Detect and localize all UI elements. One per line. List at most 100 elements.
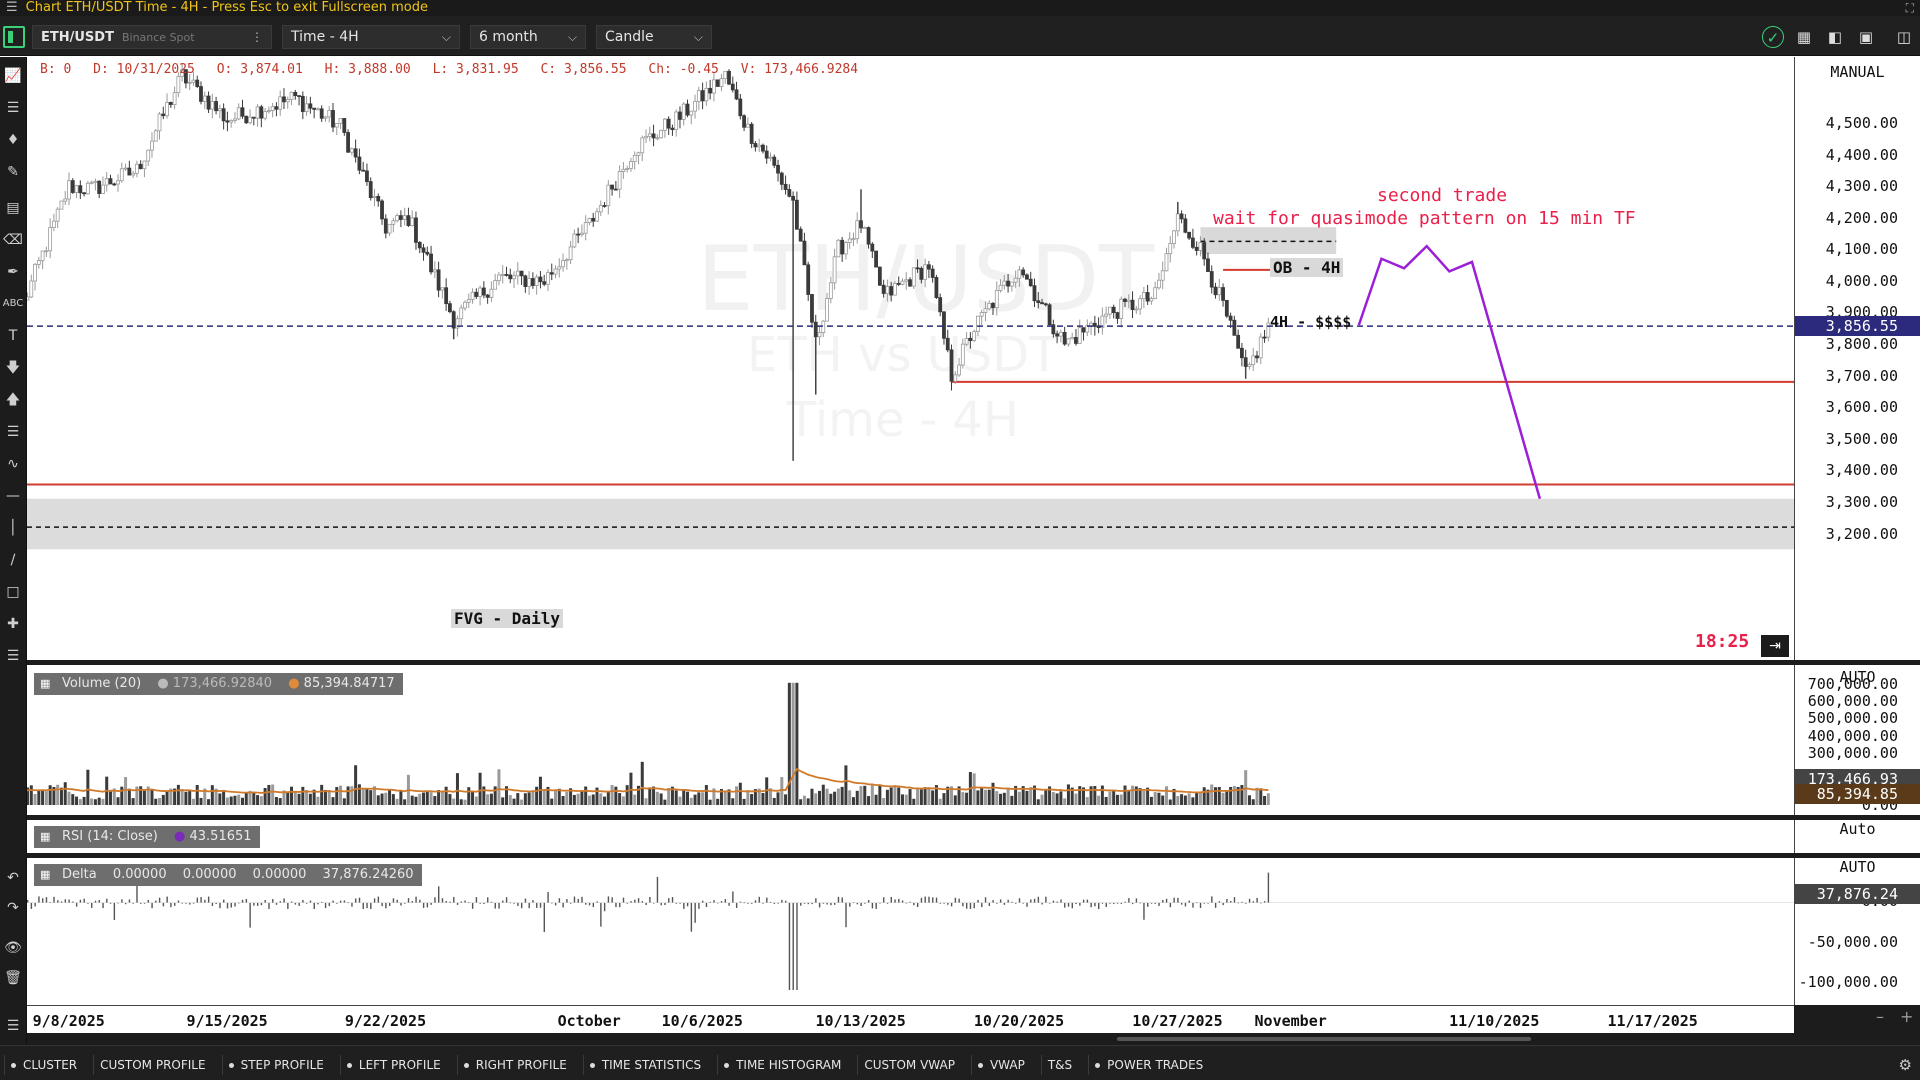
vertical-line-icon[interactable]: │: [8, 520, 18, 536]
price-chart-pane[interactable]: ETH/USDT ETH vs USDT Time - 4H B: 0 D: 1…: [27, 57, 1794, 660]
zoom-out-icon[interactable]: –: [1876, 1007, 1884, 1026]
candle-body: [342, 118, 347, 133]
pattern-icon[interactable]: ∿: [7, 456, 19, 472]
chart-type-select[interactable]: Candle ⌵: [596, 25, 712, 49]
pane-splitter[interactable]: [27, 853, 1920, 858]
time-axis[interactable]: 9/8/2025 9/15/2025 9/22/2025 October 10/6/20…: [27, 1005, 1794, 1033]
delete-trash-icon[interactable]: 🗑: [4, 970, 22, 986]
quasimode-note[interactable]: wait for quasimode pattern on 15 min TF: [1213, 208, 1636, 229]
indicator-settings-icon[interactable]: ▦: [40, 868, 51, 881]
indicators-icon[interactable]: 📈: [4, 68, 22, 84]
alert-bell-icon[interactable]: ♦: [6, 132, 20, 148]
text-tool-icon[interactable]: T: [8, 328, 18, 344]
liquidity-4h-label[interactable]: 4H - $$$$: [1270, 313, 1352, 331]
volume-bar: [142, 790, 146, 805]
bottom-tab[interactable]: CLUSTER: [4, 1055, 83, 1075]
brush-icon[interactable]: ✒: [7, 264, 19, 280]
delta-bar: [136, 877, 138, 903]
zoom-in-icon[interactable]: +: [1900, 1007, 1914, 1026]
horizontal-line-icon[interactable]: —: [6, 488, 20, 504]
bottom-tab[interactable]: STEP PROFILE: [221, 1055, 330, 1075]
redo-icon[interactable]: ↷: [7, 900, 19, 916]
status-dot-icon: [589, 1063, 595, 1068]
connection-status-icon[interactable]: ✓: [1762, 26, 1784, 48]
time-scrollbar[interactable]: [27, 1033, 1920, 1045]
bottom-tab[interactable]: TIME HISTOGRAM: [717, 1055, 847, 1075]
price-chart-svg[interactable]: [27, 57, 1794, 660]
panel-toggle-icon[interactable]: [3, 26, 25, 48]
rsi-legend[interactable]: ▦ RSI (14: Close) ● 43.51651: [34, 826, 260, 848]
delta-bar: [562, 902, 564, 908]
bottom-tab[interactable]: RIGHT PROFILE: [456, 1055, 573, 1075]
candle-body: [949, 349, 954, 382]
ob-4h-label[interactable]: OB - 4H: [1270, 258, 1344, 277]
candle-body: [723, 70, 728, 79]
trend-line-icon[interactable]: ∕: [10, 552, 16, 568]
rsi-axis-mode[interactable]: Auto: [1839, 820, 1876, 838]
delta-bar: [1071, 902, 1073, 909]
delta-bar: [739, 901, 742, 903]
bottom-tab[interactable]: T&S: [1040, 1055, 1078, 1075]
delta-bar: [1101, 902, 1104, 904]
delta-bar: [1154, 902, 1156, 904]
candle-body: [893, 283, 897, 296]
layers-icon[interactable]: ☰: [6, 100, 20, 116]
rsi-axis[interactable]: Auto: [1794, 820, 1920, 853]
delta-bar: [634, 899, 636, 903]
bottom-tab[interactable]: LEFT PROFILE: [339, 1055, 447, 1075]
scroll-to-latest-icon[interactable]: ⇥: [1761, 635, 1789, 657]
range-select[interactable]: 6 month ⌵: [470, 25, 586, 49]
pane-splitter[interactable]: [27, 815, 1920, 820]
measure-icon[interactable]: ✚: [7, 616, 19, 632]
gear-icon[interactable]: ⚙: [1898, 1056, 1912, 1074]
timeframe-select[interactable]: Time - 4H ⌵: [282, 25, 460, 49]
text-abc-icon[interactable]: ABC: [2, 298, 24, 309]
edit-icon[interactable]: ✎: [7, 164, 19, 180]
delta-axis-mode[interactable]: AUTO: [1839, 858, 1876, 876]
template-list-icon[interactable]: ☰: [6, 648, 20, 664]
bottom-tab[interactable]: TIME STATISTICS: [582, 1055, 707, 1075]
indicator-settings-icon[interactable]: ▦: [40, 830, 51, 843]
fibonacci-icon[interactable]: ☰: [6, 424, 20, 440]
bottom-tab[interactable]: POWER TRADES: [1088, 1055, 1209, 1075]
sidebar-toggle-icon[interactable]: ◫: [1896, 28, 1912, 46]
fvg-daily-label[interactable]: FVG - Daily: [451, 609, 563, 628]
price-axis[interactable]: MANUAL 4,500.00 4,400.00 4,300.00 4,200.00 4…: [1794, 57, 1920, 660]
volume-legend[interactable]: ▦ Volume (20) ● 173,466.92840 ● 85,394.8…: [34, 673, 403, 695]
visibility-eye-icon[interactable]: 👁: [4, 940, 22, 956]
candle-body: [1092, 322, 1097, 327]
symbol-menu-icon[interactable]: ⋮: [251, 30, 263, 44]
delta-axis[interactable]: AUTO 0.00 37,876.24 -50,000.00-100,000.0…: [1794, 858, 1920, 1005]
horizontal-range-icon[interactable]: ▤: [6, 200, 20, 216]
bottom-tab[interactable]: CUSTOM PROFILE: [93, 1055, 211, 1075]
pane-splitter[interactable]: [27, 660, 1920, 665]
delta-bar: [637, 898, 640, 903]
delta-pane[interactable]: ▦ Delta 0.00000 0.00000 0.00000 37,876.2…: [27, 858, 1794, 1005]
exit-fullscreen-icon[interactable]: ⛶: [1905, 1, 1914, 15]
eraser-icon[interactable]: ⌫: [3, 232, 23, 248]
scrollbar-thumb[interactable]: [1117, 1037, 1531, 1041]
list-menu-icon[interactable]: ☰: [6, 1018, 20, 1034]
mouse-mode-icon[interactable]: ◧: [1827, 28, 1843, 46]
grid-layout-icon[interactable]: ▦: [1796, 28, 1812, 46]
volume-bar: [802, 795, 806, 805]
volume-axis[interactable]: AUTO 700,000.00 600,000.00 500,000.00 400,0…: [1794, 665, 1920, 815]
bottom-tab[interactable]: CUSTOM VWAP: [857, 1055, 961, 1075]
bottom-tab[interactable]: VWAP: [970, 1055, 1031, 1075]
second-trade-note[interactable]: second trade: [1377, 185, 1508, 206]
undo-icon[interactable]: ↶: [7, 870, 19, 886]
menu-icon[interactable]: ☰: [6, 0, 18, 15]
rectangle-icon[interactable]: □: [6, 584, 20, 600]
delta-legend[interactable]: ▦ Delta 0.00000 0.00000 0.00000 37,876.2…: [34, 864, 422, 886]
volume-pane[interactable]: ▦ Volume (20) ● 173,466.92840 ● 85,394.8…: [27, 665, 1794, 815]
candle-body: [255, 106, 260, 119]
indicator-settings-icon[interactable]: ▦: [40, 677, 51, 690]
delta-bar: [234, 902, 236, 907]
arrow-up-icon[interactable]: 🡅: [5, 392, 21, 408]
symbol-selector[interactable]: ETH/USDT Binance Spot ⋮: [32, 25, 272, 49]
template-icon[interactable]: ▣: [1858, 28, 1874, 46]
volume-axis-mode[interactable]: AUTO: [1839, 668, 1876, 686]
price-axis-mode[interactable]: MANUAL: [1830, 63, 1885, 81]
arrow-down-icon[interactable]: 🡇: [5, 360, 21, 376]
rsi-pane[interactable]: ▦ RSI (14: Close) ● 43.51651: [27, 820, 1794, 853]
